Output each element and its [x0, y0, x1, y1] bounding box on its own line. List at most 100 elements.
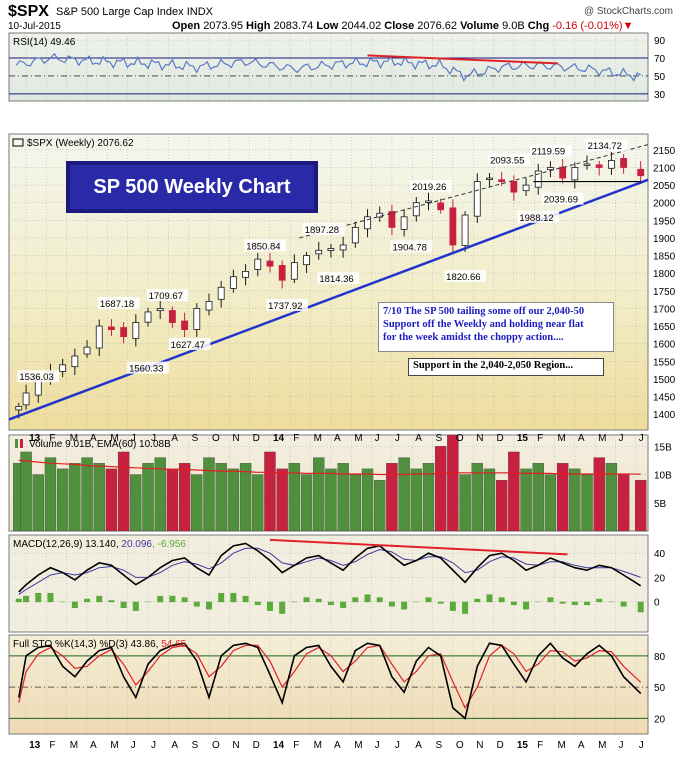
x-axis-label: D	[253, 433, 260, 444]
candle-body	[181, 320, 189, 330]
volume-ema-line	[18, 459, 641, 476]
price-tick-label: 1550	[653, 357, 676, 368]
x-axis-label: M	[354, 433, 362, 444]
candle-body	[217, 286, 225, 300]
volume-bar	[288, 463, 301, 532]
macd-histogram-bar	[437, 601, 444, 604]
candle-body	[620, 158, 628, 168]
volume-value: 9.0B	[502, 20, 525, 32]
x-axis-label: A	[578, 433, 585, 444]
macd-histogram-bar	[547, 597, 554, 603]
volume-bar	[386, 463, 398, 532]
price-label: 1560.33	[129, 364, 163, 375]
high-label: High	[246, 20, 271, 32]
candle-body	[412, 202, 420, 217]
volume-bar	[508, 451, 520, 532]
candle-body	[83, 346, 91, 355]
candle-body	[59, 364, 67, 372]
volume-bar	[142, 463, 154, 532]
rsi-resistance-line	[367, 54, 558, 65]
rsi-tick-label: 30	[654, 90, 666, 101]
macd-histogram-bar	[181, 597, 188, 603]
macd-histogram-bar	[218, 592, 225, 603]
candle-body	[571, 167, 579, 181]
price-label: 1814.36	[319, 274, 353, 285]
x-axis-label: N	[232, 740, 239, 751]
x-axis-label: N	[476, 433, 483, 444]
macd-histogram-bar	[596, 598, 603, 603]
volume-bar	[374, 480, 386, 532]
price-label-bg	[302, 222, 345, 235]
macd-histogram-bar	[291, 601, 298, 603]
volume-bar	[422, 463, 435, 532]
candle-body	[132, 322, 140, 339]
x-axis-label: M	[110, 740, 118, 751]
price-tick-label: 1800	[653, 269, 676, 280]
candle-body	[205, 300, 213, 311]
candle-body	[120, 327, 128, 338]
price-label: 1850.84	[246, 241, 280, 252]
macd-tick-label: 40	[654, 549, 666, 560]
macd-legend-histogram: , -6.956	[152, 539, 186, 550]
x-axis-label: A	[90, 740, 97, 751]
price-label-bg	[585, 139, 628, 152]
candle-body	[522, 184, 530, 192]
x-axis-label: D	[253, 740, 260, 751]
candle-body	[327, 248, 335, 251]
volume-tick-label: 15B	[654, 442, 672, 453]
price-label-bg	[244, 239, 286, 252]
ohlc-readout: Open 2073.95 High 2083.74 Low 2044.02 Cl…	[172, 20, 633, 32]
price-label-bg	[444, 269, 486, 282]
volume-bar	[105, 468, 118, 532]
candle-body	[351, 226, 359, 244]
high-value: 2083.74	[273, 20, 314, 32]
macd-histogram-bar	[462, 601, 469, 614]
index-name: S&P 500 Large Cap Index INDX	[56, 6, 213, 18]
macd-histogram-bar	[157, 595, 164, 603]
open-label: Open	[172, 20, 201, 32]
macd-legend-main: MACD(12,26,9) 13.140,	[13, 539, 121, 550]
x-axis-label: M	[314, 740, 322, 751]
volume-bar	[239, 463, 252, 532]
x-axis-label: 15	[517, 740, 529, 751]
price-label-bg	[97, 296, 140, 309]
x-axis-label: S	[436, 433, 443, 444]
volume-bar	[93, 463, 105, 532]
macd-histogram-bar	[266, 601, 273, 611]
candle-body	[449, 207, 457, 246]
macd-histogram-bar	[352, 597, 359, 603]
price-label: 2093.55	[490, 156, 524, 167]
macd-resistance-line	[269, 538, 568, 556]
volume-bar	[471, 463, 483, 532]
macd-histogram-bar	[315, 598, 322, 603]
candle-body	[559, 166, 567, 179]
x-axis-label: 14	[273, 433, 285, 444]
close-value: 2076.62	[417, 20, 458, 32]
macd-tick-label: 0	[654, 598, 660, 609]
x-axis-label: S	[192, 740, 199, 751]
volume-bar	[117, 451, 130, 532]
macd-histogram-bar	[47, 592, 54, 603]
candle-body	[229, 276, 237, 289]
macd-histogram-bar	[449, 601, 456, 611]
macd-histogram-bar	[474, 598, 481, 603]
x-axis-label: J	[375, 740, 380, 751]
volume-bar	[605, 463, 618, 532]
price-label-bg	[127, 361, 169, 374]
candle-body	[473, 181, 481, 217]
macd-histogram-bar	[230, 592, 237, 603]
candle-body	[22, 392, 30, 406]
macd-histogram-bar	[584, 601, 591, 606]
price-label-bg	[317, 272, 360, 285]
volume-bar	[544, 474, 557, 532]
macd-histogram-bar	[608, 601, 615, 603]
macd-histogram-bar	[279, 601, 286, 614]
x-axis-label: O	[212, 740, 220, 751]
price-tick-label: 1950	[653, 216, 676, 227]
volume-bar	[435, 446, 447, 532]
volume-bar	[264, 451, 276, 532]
macd-histogram-bar	[108, 600, 115, 603]
macd-histogram-bar	[120, 601, 127, 609]
volume-label: Volume	[460, 20, 500, 32]
